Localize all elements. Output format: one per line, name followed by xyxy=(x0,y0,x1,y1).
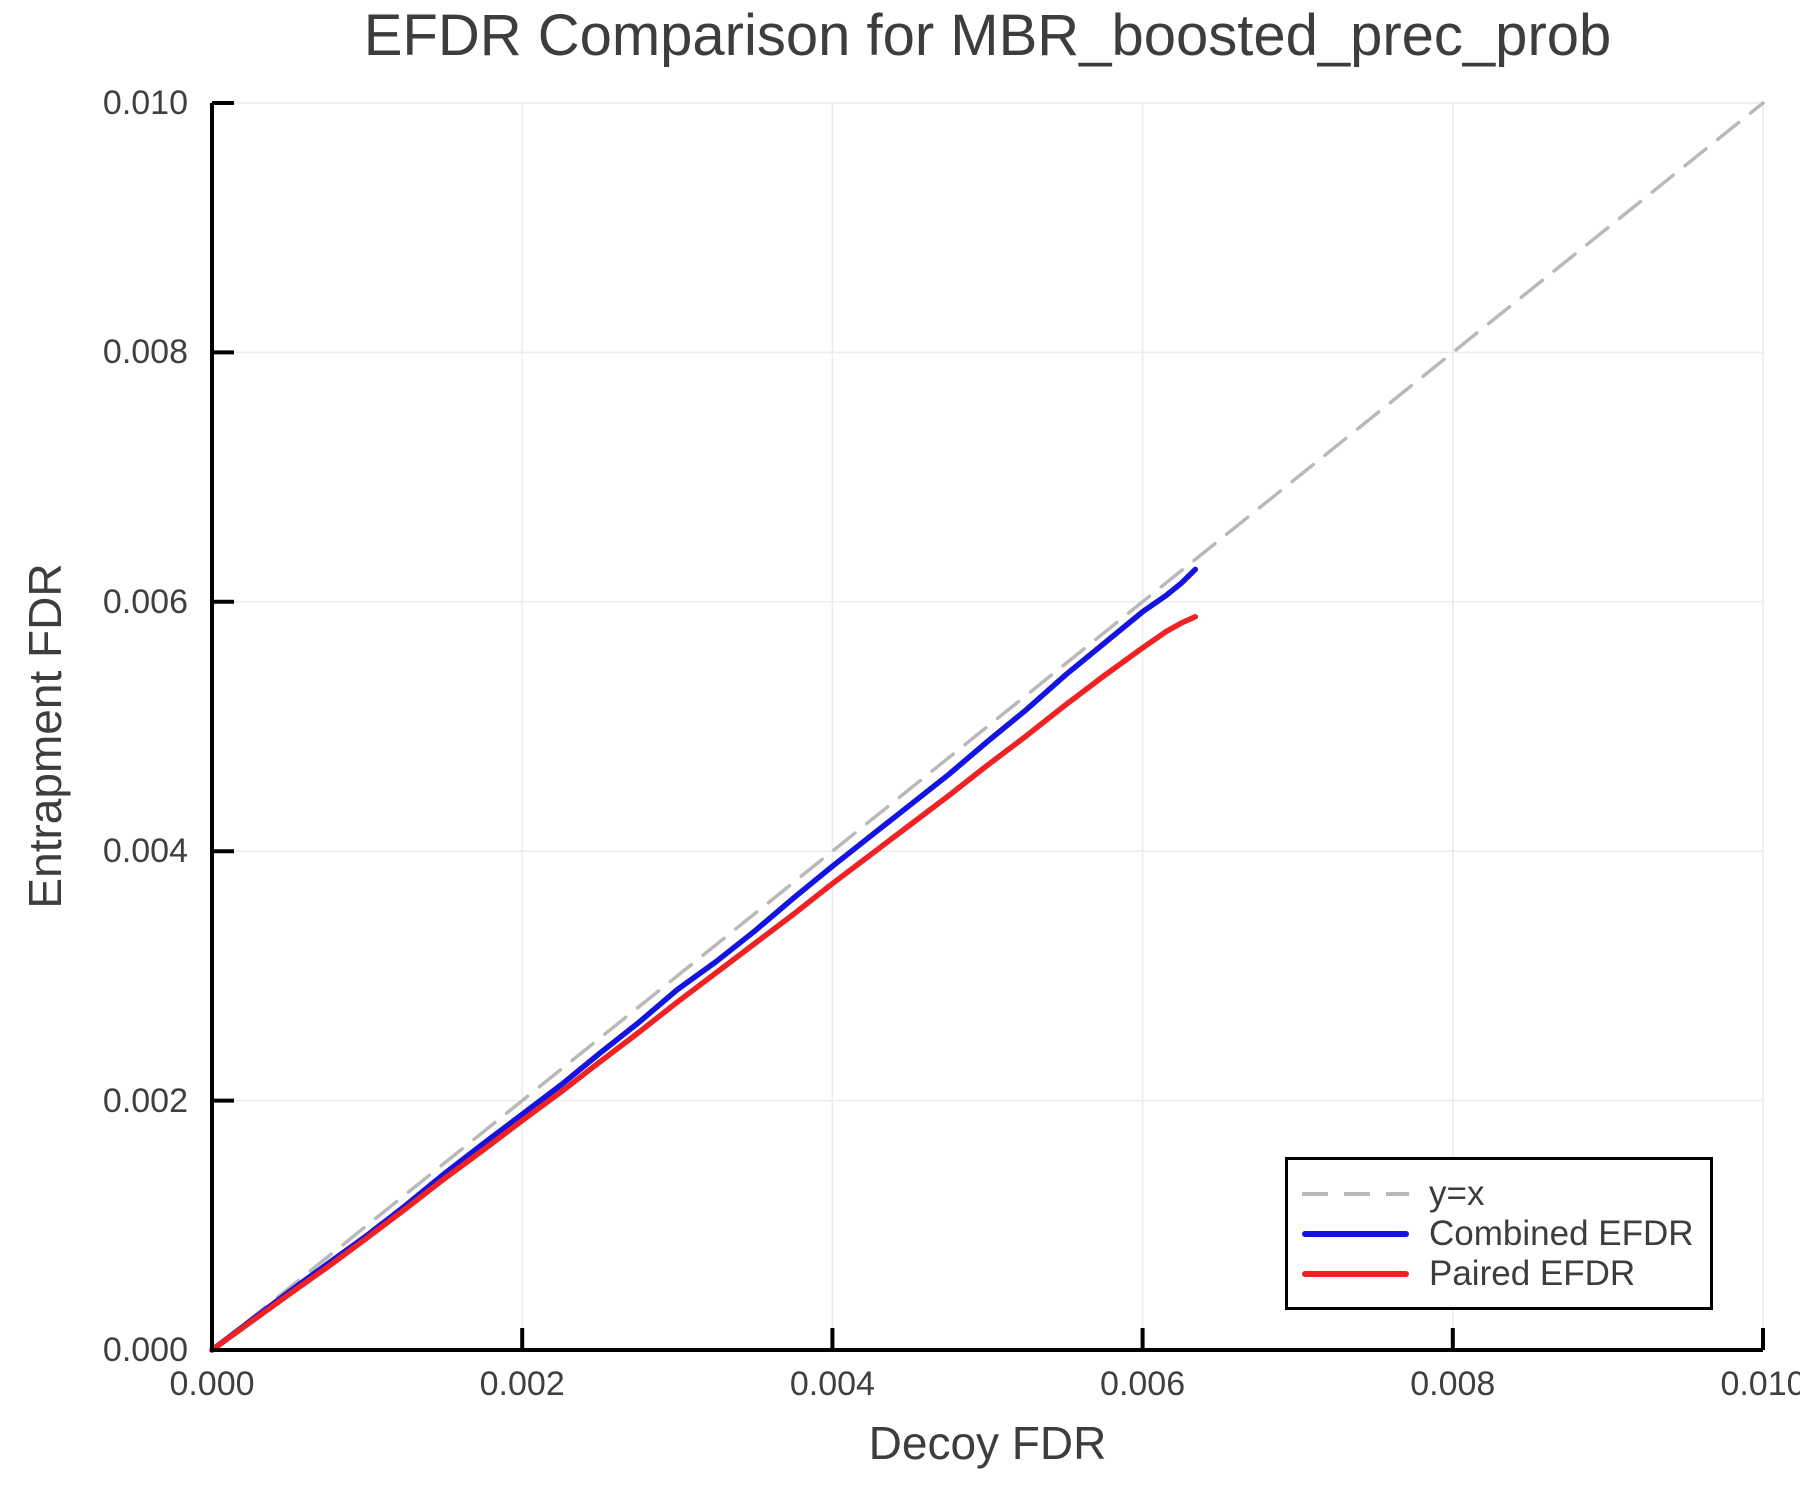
legend-row-y-x: y=x xyxy=(1302,1174,1710,1214)
legend-row-paired-efdr: Paired EFDR xyxy=(1302,1254,1710,1294)
legend-swatch-solid xyxy=(1302,1270,1409,1277)
x-axis-label: Decoy FDR xyxy=(868,1417,1107,1469)
x-tick-label: 0.004 xyxy=(789,1365,875,1403)
legend-label: y=x xyxy=(1429,1173,1485,1213)
y-tick-label: 0.004 xyxy=(102,832,188,871)
x-tick-label: 0.000 xyxy=(169,1365,255,1403)
x-tick-label: 0.010 xyxy=(1720,1365,1800,1403)
series-line-paired-efdr xyxy=(209,614,1199,1353)
chart-title: EFDR Comparison for MBR_boosted_prec_pro… xyxy=(363,3,1612,68)
x-tick-label: 0.006 xyxy=(1100,1365,1186,1403)
x-tick-label: 0.002 xyxy=(479,1365,565,1403)
legend-row-combined-efdr: Combined EFDR xyxy=(1302,1214,1710,1254)
x-tick-label: 0.008 xyxy=(1410,1365,1496,1403)
legend-swatch-solid xyxy=(1302,1230,1409,1237)
legend-label: Paired EFDR xyxy=(1429,1253,1636,1293)
series-line-y-x xyxy=(210,101,1765,1352)
y-tick-label: 0.002 xyxy=(102,1081,188,1120)
y-tick-label: 0.008 xyxy=(102,333,188,372)
y-tick-label: 0.006 xyxy=(102,582,188,621)
legend-swatch-dashed xyxy=(1302,1191,1409,1196)
legend: y=x Combined EFDR Paired EFDR xyxy=(1285,1157,1713,1310)
y-tick-label: 0.010 xyxy=(102,84,188,122)
legend-label: Combined EFDR xyxy=(1429,1213,1694,1253)
y-tick-label: 0.000 xyxy=(102,1331,188,1369)
